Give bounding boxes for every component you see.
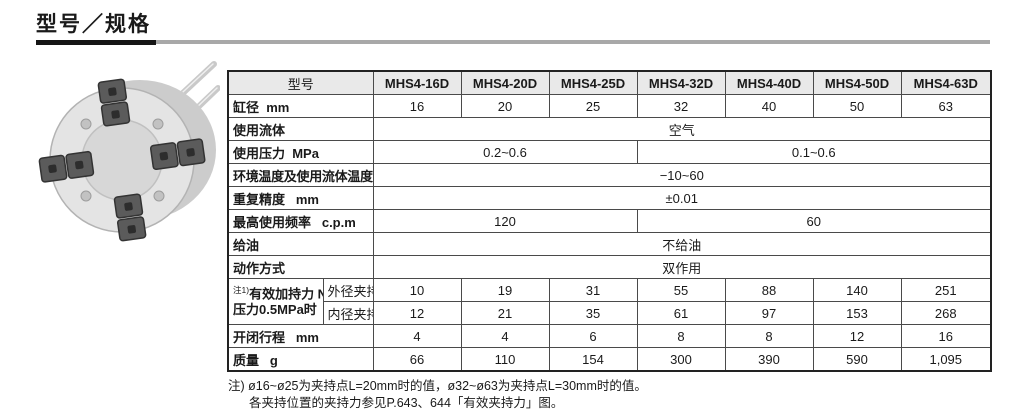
header-row: 型号 MHS4-16D MHS4-20D MHS4-25D MHS4-32D M… bbox=[227, 70, 992, 95]
bore-value: 32 bbox=[636, 94, 726, 118]
grip-external-value: 31 bbox=[548, 278, 638, 302]
bore-value: 16 bbox=[372, 94, 462, 118]
row-grip-internal: 内径夹持力 12 21 35 61 97 153 268 bbox=[228, 301, 992, 325]
header-model-mhs4-25d: MHS4-25D bbox=[548, 70, 638, 95]
row-grip-external: 注1)有效加持力 N 压力0.5MPa时 外径夹持力 10 19 31 55 8… bbox=[227, 278, 992, 325]
header-model-mhs4-50d: MHS4-50D bbox=[812, 70, 902, 95]
grip-internal-value: 35 bbox=[548, 301, 638, 325]
row-lubrication-label: 给油 bbox=[227, 232, 374, 256]
row-weight-label: 质量 g bbox=[227, 347, 374, 372]
grip-internal-value: 97 bbox=[724, 301, 814, 325]
weight-value: 590 bbox=[812, 347, 902, 372]
stroke-value: 6 bbox=[548, 324, 638, 348]
row-frequency: 最高使用频率 c.p.m 120 60 bbox=[227, 209, 992, 233]
bore-value: 25 bbox=[548, 94, 638, 118]
gripper-illustration bbox=[38, 61, 221, 242]
lubrication-value: 不给油 bbox=[372, 232, 992, 256]
gripper-center-ring bbox=[81, 119, 163, 201]
grip-external-value: 19 bbox=[460, 278, 550, 302]
grip-external-value: 140 bbox=[812, 278, 902, 302]
grip-internal-value: 268 bbox=[900, 301, 992, 325]
grip-external-value: 251 bbox=[900, 278, 992, 302]
repeatability-value: ±0.01 bbox=[372, 186, 992, 210]
footnote-line1: 注) ø16~ø25为夹持点L=20mm时的值，ø32~ø63为夹持点L=30m… bbox=[228, 379, 647, 393]
pressure-value-large-bores: 0.1~0.6 bbox=[636, 140, 992, 164]
frequency-value-large-bores: 60 bbox=[636, 209, 992, 233]
gripper-jaws bbox=[38, 78, 206, 242]
row-action: 动作方式 双作用 bbox=[227, 255, 992, 279]
grip-label-line2: 压力0.5MPa时 bbox=[233, 302, 317, 318]
product-photo bbox=[34, 58, 221, 244]
title-underline-gray bbox=[156, 40, 990, 44]
header-model-mhs4-16d: MHS4-16D bbox=[372, 70, 462, 95]
footnotes: 注) ø16~ø25为夹持点L=20mm时的值，ø32~ø63为夹持点L=30m… bbox=[228, 378, 647, 412]
temperature-value: −10~60 bbox=[372, 163, 992, 187]
grip-internal-value: 12 bbox=[372, 301, 462, 325]
grip-external-value: 10 bbox=[372, 278, 462, 302]
row-action-label: 动作方式 bbox=[227, 255, 374, 279]
page-title: 型号／规格 bbox=[36, 13, 151, 36]
weight-value: 300 bbox=[636, 347, 726, 372]
row-temperature: 环境温度及使用流体温度 ℃ −10~60 bbox=[227, 163, 992, 187]
row-grip-force-label: 注1)有效加持力 N 压力0.5MPa时 bbox=[227, 278, 324, 325]
grip-note-ref: 注1) bbox=[233, 284, 250, 295]
stroke-value: 16 bbox=[900, 324, 992, 348]
weight-value: 390 bbox=[724, 347, 814, 372]
stroke-value: 12 bbox=[812, 324, 902, 348]
row-temperature-label: 环境温度及使用流体温度 ℃ bbox=[227, 163, 374, 187]
row-fluid-label: 使用流体 bbox=[227, 117, 374, 141]
bore-value: 50 bbox=[812, 94, 902, 118]
title-underline-black bbox=[36, 40, 156, 45]
header-model-mhs4-40d: MHS4-40D bbox=[724, 70, 814, 95]
weight-value: 110 bbox=[460, 347, 550, 372]
grip-internal-value: 61 bbox=[636, 301, 726, 325]
row-fluid: 使用流体 空气 bbox=[227, 117, 992, 141]
face-screws bbox=[80, 118, 165, 202]
grip-external-value: 88 bbox=[724, 278, 814, 302]
title-underline bbox=[36, 40, 990, 45]
grip-label-line1: 有效加持力 N bbox=[249, 285, 323, 301]
header-model-mhs4-20d: MHS4-20D bbox=[460, 70, 550, 95]
weight-value: 1,095 bbox=[900, 347, 992, 372]
weight-value: 154 bbox=[548, 347, 638, 372]
pressure-value-small-bores: 0.2~0.6 bbox=[372, 140, 638, 164]
header-model-mhs4-63d: MHS4-63D bbox=[900, 70, 992, 95]
row-stroke-label: 开闭行程 mm bbox=[227, 324, 374, 348]
spec-table: 型号 MHS4-16D MHS4-20D MHS4-25D MHS4-32D M… bbox=[227, 70, 993, 372]
row-frequency-label: 最高使用频率 c.p.m bbox=[227, 209, 374, 233]
row-weight: 质量 g 66 110 154 300 390 590 1,095 bbox=[227, 347, 992, 372]
header-model-label: 型号 bbox=[227, 70, 374, 95]
bore-value: 63 bbox=[900, 94, 992, 118]
stroke-value: 4 bbox=[460, 324, 550, 348]
row-repeatability-label: 重复精度 mm bbox=[227, 186, 374, 210]
row-bore: 缸径 mm 16 20 25 32 40 50 63 bbox=[227, 94, 992, 118]
footnote-line2: 各夹持位置的夹持力参见P.643、644「有效夹持力」图。 bbox=[249, 395, 564, 410]
grip-external-sublabel: 外径夹持力 bbox=[322, 278, 374, 302]
frequency-value-small-bores: 120 bbox=[372, 209, 638, 233]
header-model-mhs4-32d: MHS4-32D bbox=[636, 70, 726, 95]
stroke-value: 4 bbox=[372, 324, 462, 348]
row-pressure: 使用压力 MPa 0.2~0.6 0.1~0.6 bbox=[227, 140, 992, 164]
row-lubrication: 给油 不给油 bbox=[227, 232, 992, 256]
action-value: 双作用 bbox=[372, 255, 992, 279]
row-repeatability: 重复精度 mm ±0.01 bbox=[227, 186, 992, 210]
weight-value: 66 bbox=[372, 347, 462, 372]
stroke-value: 8 bbox=[724, 324, 814, 348]
grip-external-value: 55 bbox=[636, 278, 726, 302]
row-pressure-label: 使用压力 MPa bbox=[227, 140, 374, 164]
grip-internal-value: 153 bbox=[812, 301, 902, 325]
bore-value: 20 bbox=[460, 94, 550, 118]
stroke-value: 8 bbox=[636, 324, 726, 348]
grip-internal-value: 21 bbox=[460, 301, 550, 325]
grip-internal-sublabel: 内径夹持力 bbox=[322, 301, 374, 325]
jaw-mount-holes bbox=[48, 87, 195, 234]
row-stroke: 开闭行程 mm 4 4 6 8 8 12 16 bbox=[227, 324, 992, 348]
fluid-value: 空气 bbox=[372, 117, 992, 141]
row-bore-label: 缸径 mm bbox=[227, 94, 374, 118]
bore-value: 40 bbox=[724, 94, 814, 118]
